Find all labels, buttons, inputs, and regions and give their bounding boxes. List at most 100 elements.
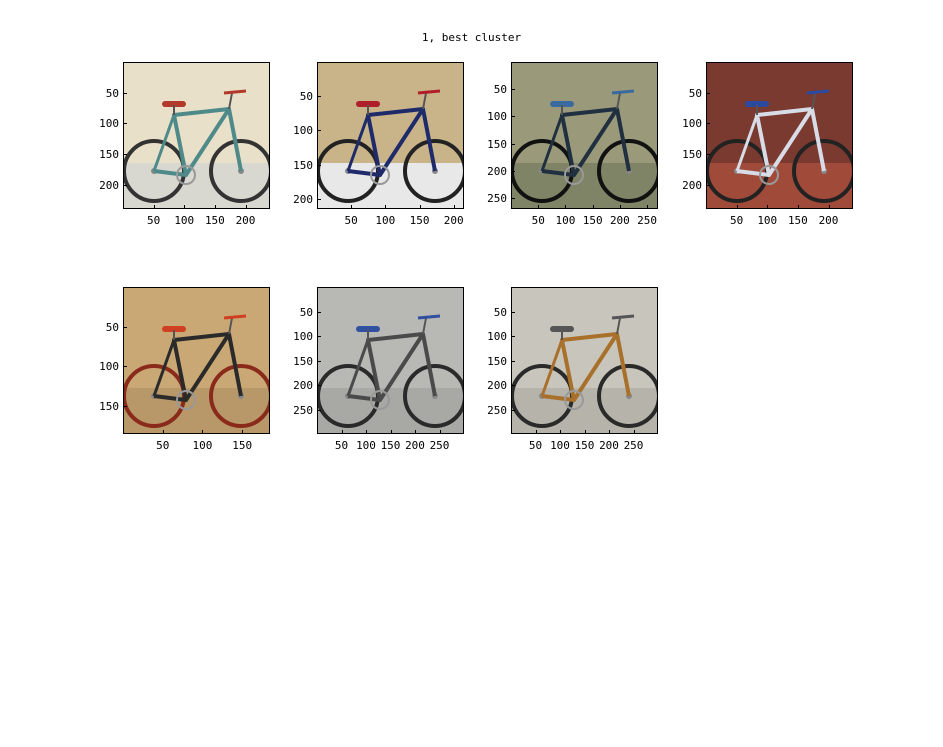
- x-tick-label: 100: [555, 214, 576, 227]
- x-tick-label: 150: [409, 214, 430, 227]
- y-tick-label: 250: [487, 403, 507, 417]
- y-tick-label: 100: [487, 330, 507, 343]
- y-tick-mark: [318, 385, 321, 386]
- x-tick-label: 150: [232, 439, 253, 452]
- y-tick-label: 150: [487, 137, 507, 151]
- x-tick-label: 200: [818, 214, 839, 227]
- y-tick-label: 50: [493, 83, 507, 97]
- y-tick-mark: [512, 385, 515, 386]
- y-tick-mark: [707, 123, 710, 125]
- x-tick-mark: [619, 205, 621, 208]
- x-tick-label: 150: [204, 214, 225, 227]
- y-tick-label: 50: [299, 305, 313, 319]
- x-tick-label: 100: [174, 214, 195, 227]
- x-tick-label: 50: [531, 214, 545, 227]
- y-tick-mark: [512, 143, 515, 145]
- bike-photo-4: [707, 63, 852, 208]
- x-tick-mark: [538, 205, 540, 208]
- x-tick-mark: [592, 205, 594, 208]
- image-panel-3: [511, 62, 658, 209]
- x-tick-mark: [341, 430, 343, 433]
- y-tick-label: 50: [299, 90, 313, 104]
- y-tick-mark: [707, 153, 710, 155]
- bike-photo-2: [318, 63, 463, 208]
- y-tick-label: 150: [682, 147, 702, 161]
- y-tick-mark: [512, 409, 515, 411]
- y-tick-mark: [512, 336, 515, 337]
- x-tick-label: 50: [334, 439, 349, 452]
- y-tick-mark: [124, 366, 127, 368]
- y-tick-mark: [318, 360, 321, 362]
- y-tick-label: 100: [293, 124, 313, 138]
- image-panel-7: [511, 287, 658, 434]
- y-tick-mark: [124, 406, 127, 408]
- y-tick-mark: [318, 96, 321, 98]
- y-tick-label: 200: [293, 379, 313, 392]
- y-tick-label: 200: [293, 192, 313, 206]
- x-tick-label: 150: [582, 214, 603, 227]
- y-tick-mark: [512, 89, 515, 91]
- x-tick-label: 50: [730, 214, 744, 227]
- x-tick-mark: [202, 430, 204, 433]
- x-tick-mark: [242, 430, 244, 433]
- x-tick-mark: [390, 430, 392, 433]
- x-tick-label: 200: [235, 214, 256, 227]
- y-tick-label: 200: [99, 178, 119, 192]
- x-tick-label: 200: [443, 214, 464, 227]
- y-tick-mark: [318, 336, 321, 337]
- y-tick-mark: [707, 92, 710, 94]
- y-tick-mark: [124, 123, 127, 125]
- x-tick-label: 150: [380, 439, 401, 452]
- y-tick-label: 100: [293, 330, 313, 343]
- image-panel-4: [706, 62, 853, 209]
- x-tick-label: 100: [757, 214, 778, 227]
- figure-title: 1, best cluster: [421, 31, 522, 44]
- bike-photo-6: [318, 288, 463, 433]
- x-tick-label: 100: [550, 439, 570, 452]
- y-tick-label: 50: [105, 86, 119, 100]
- x-tick-mark: [560, 430, 561, 433]
- y-tick-label: 50: [493, 305, 507, 319]
- y-tick-label: 200: [487, 164, 507, 178]
- x-tick-mark: [419, 205, 421, 208]
- image-panel-1: [123, 62, 270, 209]
- image-panel-2: [317, 62, 464, 209]
- x-tick-label: 200: [609, 214, 630, 227]
- y-tick-label: 100: [487, 110, 507, 124]
- x-tick-mark: [736, 205, 738, 208]
- y-tick-mark: [124, 92, 127, 94]
- bike-photo-3: [512, 63, 657, 208]
- x-tick-label: 50: [528, 439, 543, 452]
- x-tick-label: 200: [405, 439, 425, 452]
- x-tick-mark: [584, 430, 586, 433]
- y-tick-mark: [318, 198, 321, 200]
- x-tick-mark: [767, 205, 769, 208]
- x-tick-mark: [609, 430, 610, 433]
- x-tick-label: 100: [356, 439, 376, 452]
- x-tick-mark: [453, 205, 455, 208]
- x-tick-mark: [415, 430, 416, 433]
- y-tick-label: 100: [99, 117, 119, 131]
- bike-photo-1: [124, 63, 269, 208]
- x-tick-label: 100: [375, 214, 396, 227]
- y-tick-label: 100: [99, 360, 119, 374]
- x-tick-mark: [565, 205, 567, 208]
- x-tick-mark: [245, 205, 247, 208]
- y-tick-label: 50: [688, 86, 702, 100]
- y-tick-label: 50: [105, 320, 119, 334]
- x-tick-label: 250: [637, 214, 658, 227]
- y-tick-mark: [124, 153, 127, 155]
- y-tick-mark: [318, 409, 321, 411]
- y-tick-label: 150: [99, 400, 119, 414]
- x-tick-mark: [366, 430, 367, 433]
- y-tick-mark: [512, 198, 515, 200]
- x-tick-mark: [184, 205, 186, 208]
- x-tick-label: 50: [147, 214, 161, 227]
- y-tick-mark: [318, 311, 321, 313]
- y-tick-mark: [512, 170, 515, 172]
- y-tick-label: 200: [682, 178, 702, 192]
- y-tick-mark: [512, 360, 515, 362]
- x-tick-label: 50: [156, 439, 170, 452]
- y-tick-mark: [124, 326, 127, 328]
- y-tick-label: 150: [99, 147, 119, 161]
